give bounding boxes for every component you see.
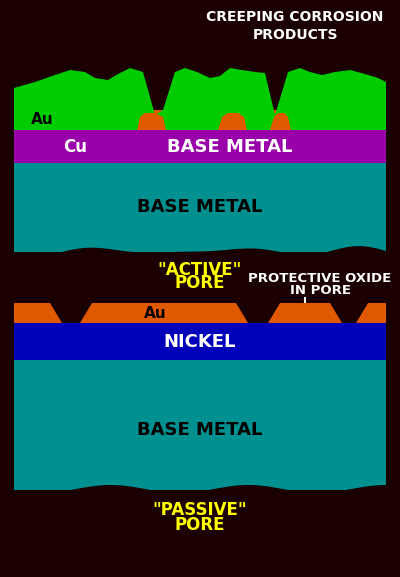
Text: Au: Au <box>144 305 166 320</box>
Polygon shape <box>14 246 386 290</box>
Polygon shape <box>218 113 247 130</box>
Text: "ACTIVE": "ACTIVE" <box>158 261 242 279</box>
Text: PORE: PORE <box>175 274 225 292</box>
Text: Au: Au <box>31 113 53 128</box>
Text: CREEPING CORROSION: CREEPING CORROSION <box>206 10 384 24</box>
Text: IN PORE: IN PORE <box>290 284 350 298</box>
Polygon shape <box>270 113 291 130</box>
Text: BASE METAL: BASE METAL <box>137 198 263 216</box>
Text: "PASSIVE": "PASSIVE" <box>153 501 247 519</box>
Polygon shape <box>268 303 342 323</box>
Polygon shape <box>80 303 248 323</box>
Text: PORE: PORE <box>175 516 225 534</box>
Text: BASE METAL: BASE METAL <box>137 421 263 439</box>
Polygon shape <box>14 485 386 560</box>
Text: BASE METAL: BASE METAL <box>167 138 293 156</box>
Text: Cu: Cu <box>63 138 87 156</box>
Bar <box>14 130 386 163</box>
Polygon shape <box>14 303 62 323</box>
Polygon shape <box>356 303 386 323</box>
Bar <box>14 163 386 252</box>
Text: PROTECTIVE OXIDE: PROTECTIVE OXIDE <box>248 272 392 284</box>
Polygon shape <box>137 113 166 130</box>
Text: PRODUCTS: PRODUCTS <box>252 28 338 42</box>
Bar <box>14 323 386 360</box>
Bar <box>14 110 386 130</box>
Polygon shape <box>14 68 386 130</box>
Bar <box>14 360 386 490</box>
Text: NICKEL: NICKEL <box>164 333 236 351</box>
